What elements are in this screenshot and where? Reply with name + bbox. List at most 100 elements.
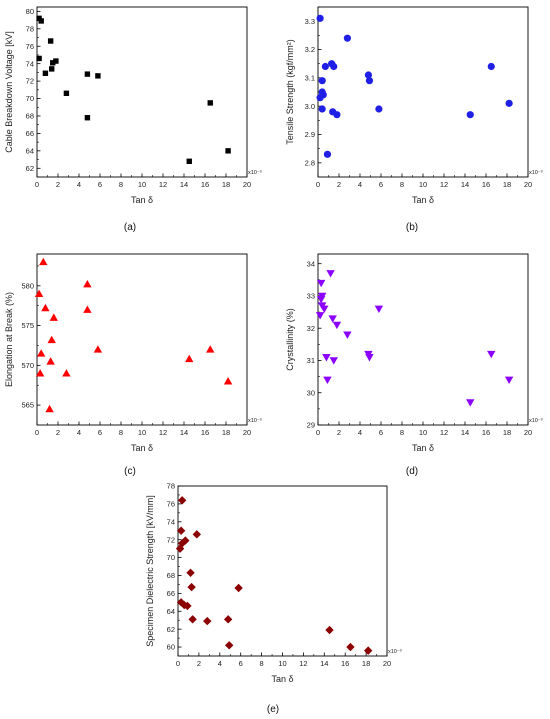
data-point [176,526,186,535]
x-tick-label: 8 [400,180,404,189]
x-tick-label: 8 [260,659,264,668]
x-tick-label: 2 [56,428,60,437]
x-tick-label: 8 [119,428,123,437]
y-tick-label: 3.2 [305,45,315,54]
x-tick-label: 12 [159,428,167,437]
data-point [49,66,55,72]
x-tick-label: 20 [524,428,532,437]
x-tick-label: 2 [197,659,201,668]
y-tick-label: 78 [26,24,34,33]
data-point [35,369,45,377]
data-point [315,312,325,320]
panel-label: (b) [406,222,418,233]
panel-label: (c) [124,466,136,477]
x-tick-label: 0 [176,659,180,668]
x-tick-label: 14 [180,428,188,437]
x-tick-label: 8 [119,180,123,189]
x-tick-label: 14 [461,428,469,437]
x-tick-label: 16 [482,180,490,189]
x-tick-label: 14 [180,180,188,189]
x-tick-label: 14 [320,659,328,668]
data-point [328,315,337,323]
y-tick-label: 29 [307,421,315,430]
x-axis-label: Tan δ [412,443,434,453]
data-point [206,345,215,353]
data-point [46,357,55,365]
data-point [318,292,327,301]
y-axis-label: Cable Breakdown Voltage [kV] [4,31,14,153]
data-point [207,100,213,106]
data-point [225,148,231,154]
data-point [53,58,59,64]
x-axis-label: Tan δ [271,674,293,684]
y-tick-label: 60 [167,643,175,652]
data-point [332,321,342,330]
x-multiplier: x10⁻³ [529,418,543,424]
data-point [322,354,331,362]
data-point [49,313,58,321]
data-point [83,305,92,313]
x-tick-label: 6 [98,180,102,189]
y-axis-label: Crystallinity (%) [285,308,295,371]
x-tick-label: 20 [524,180,532,189]
panel-label: (a) [124,222,136,233]
x-tick-label: 10 [419,428,427,437]
x-multiplier: x10⁻³ [248,418,262,424]
data-point [225,641,234,650]
data-point [38,18,44,24]
y-tick-label: 76 [26,42,34,51]
y-tick-label: 62 [167,625,175,634]
x-tick-label: 20 [243,180,251,189]
x-tick-label: 4 [77,428,81,437]
y-tick-label: 70 [167,553,175,562]
data-point [185,354,194,363]
y-tick-label: 66 [26,129,34,138]
data-point [343,331,352,339]
x-tick-label: 0 [316,180,320,189]
panel-b: 0 2 4 6 8 10 12 14 16 18 20 2.8 2.9 3.0 3.1 3.2 3.3 x10⁻³… [285,6,543,233]
data-point [319,91,327,99]
x-axis-label: Tan δ [131,443,153,453]
data-point [323,376,332,385]
x-tick-label: 8 [400,428,404,437]
y-tick-label: 580 [21,281,34,290]
x-tick-label: 12 [440,428,448,437]
y-tick-label: 34 [307,259,315,268]
data-point [325,625,334,635]
x-tick-label: 18 [222,180,230,189]
data-point [323,150,332,158]
panel-c: 0 2 4 6 8 10 12 14 16 18 20 565 570 575 580 x10⁻³ Tan δ E… [4,253,262,477]
y-tick-label: 64 [26,146,34,155]
data-point [83,280,92,288]
x-tick-label: 6 [379,428,383,437]
x-tick-label: 4 [358,428,362,437]
data-point [223,377,233,385]
data-point [84,115,91,121]
y-axis-label: Specimen Dielectric Strength [kV/mm] [145,495,155,647]
data-point [62,369,71,377]
y-tick-label: 3.3 [305,17,315,26]
x-tick-label: 0 [316,428,320,437]
x-tick-label: 4 [358,180,362,189]
data-point [365,354,374,362]
data-point [234,583,243,593]
data-point [333,111,341,119]
data-point [318,77,326,85]
y-tick-label: 33 [307,292,315,301]
data-point [50,60,56,66]
data-point [316,279,326,288]
y-axis-label: Elongation at Break (%) [4,292,14,387]
y-tick-label: 72 [26,77,34,86]
data-point [36,55,42,62]
x-tick-label: 12 [299,659,307,668]
y-tick-label: 62 [26,164,34,173]
data-point [47,38,54,44]
data-point [47,335,56,344]
x-tick-label: 16 [482,428,490,437]
data-point [95,73,101,79]
data-point [39,257,48,266]
y-tick-label: 70 [26,94,34,103]
panel-a: 0 2 4 6 8 10 12 14 16 18 2062646668707274767880x10… [4,6,262,233]
y-tick-label: 2.9 [305,130,315,139]
x-tick-label: 4 [218,659,222,668]
